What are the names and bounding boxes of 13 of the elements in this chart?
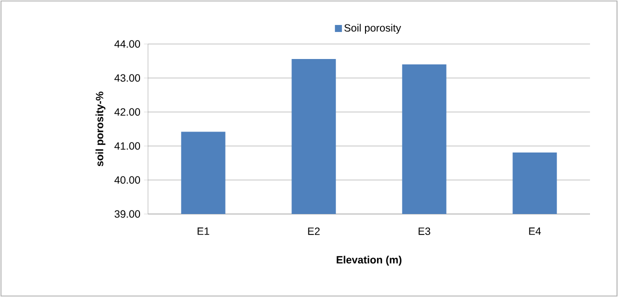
x-axis-title: Elevation (m) bbox=[336, 256, 402, 266]
y-tick-label: 43.00 bbox=[114, 74, 140, 82]
y-axis-title: soil porosity-% bbox=[96, 92, 106, 166]
y-tick-label: 44.00 bbox=[114, 40, 140, 48]
x-tick-label: E3 bbox=[418, 228, 430, 235]
y-tick-label: 42.00 bbox=[114, 108, 140, 116]
x-tick-label: E2 bbox=[308, 228, 320, 235]
y-tick-label: 41.00 bbox=[114, 142, 140, 150]
y-tick-label: 40.00 bbox=[114, 176, 140, 184]
x-tick-label: E4 bbox=[529, 228, 541, 235]
legend-label: Soil porosity bbox=[344, 24, 402, 34]
x-tick-label: E1 bbox=[198, 228, 210, 235]
y-tick-label: 39.00 bbox=[114, 210, 140, 218]
